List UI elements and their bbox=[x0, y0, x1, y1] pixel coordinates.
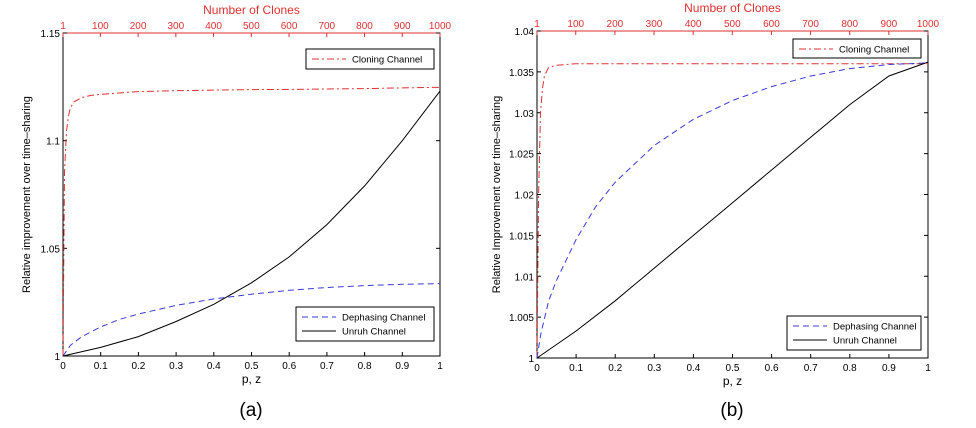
legend-label: Cloning Channel bbox=[352, 55, 422, 66]
series-line-cloning-channel bbox=[62, 86, 441, 357]
top-tick-label: 800 bbox=[356, 21, 373, 32]
top-tick-label: 400 bbox=[205, 21, 222, 32]
top-tick-label: 500 bbox=[243, 21, 260, 32]
top-tick-label: 1000 bbox=[429, 21, 452, 32]
x-tick-label: 1 bbox=[437, 361, 443, 372]
y-tick-label: 1.05 bbox=[41, 244, 61, 255]
top-axis-label: Number of Clones bbox=[203, 3, 300, 17]
x-tick-label: 0.9 bbox=[395, 361, 409, 372]
plot-area bbox=[536, 30, 929, 359]
x-tick-label: 0.5 bbox=[726, 363, 740, 374]
legend-box bbox=[792, 38, 922, 59]
series-line-dephasing-channel bbox=[536, 62, 929, 359]
y-axis-label: Relative improvement over time–sharing bbox=[21, 96, 33, 293]
plot-area bbox=[62, 32, 441, 357]
panel-label: (a) bbox=[239, 400, 262, 421]
legend-top-right: Cloning Channel bbox=[792, 38, 922, 59]
top-tick-label: 700 bbox=[802, 19, 819, 30]
top-tick-label: 200 bbox=[607, 19, 624, 30]
series-line-cloning-channel bbox=[536, 63, 928, 359]
legend-label: Unruh Channel bbox=[833, 336, 897, 347]
x-tick-label: 0.7 bbox=[320, 361, 334, 372]
top-tick-label: 1 bbox=[534, 19, 540, 30]
x-tick-label: 0.8 bbox=[843, 363, 857, 374]
legend-bottom-right: Dephasing Channel Unruh Channel bbox=[295, 306, 435, 342]
x-tick-label: 0.6 bbox=[765, 363, 779, 374]
legend-box bbox=[295, 306, 435, 342]
y-tick-label: 1 bbox=[528, 354, 534, 365]
x-tick-label: 0.4 bbox=[686, 363, 700, 374]
top-tick-label: 1000 bbox=[917, 19, 940, 30]
x-tick-label: 0.3 bbox=[169, 361, 183, 372]
legend-box bbox=[786, 315, 922, 351]
y-tick-label: 1.15 bbox=[41, 29, 61, 40]
top-tick-label: 600 bbox=[281, 21, 298, 32]
y-tick-label: 1 bbox=[54, 352, 60, 363]
series-line-unruh-channel bbox=[536, 61, 929, 359]
y-tick-label: 1.04 bbox=[515, 27, 535, 38]
legend-box bbox=[305, 48, 435, 70]
x-tick-label: 0.1 bbox=[94, 361, 108, 372]
x-tick-label: 0.7 bbox=[804, 363, 818, 374]
top-tick-label: 800 bbox=[841, 19, 858, 30]
y-tick-label: 1.025 bbox=[509, 150, 534, 161]
x-tick-label: 0.9 bbox=[882, 363, 896, 374]
chart-panel-a: 0 0.1 0.2 0.3 0.4 0.5 0.6 0.7 0.8 0.9 1 1 1.05 1.1 1.1… bbox=[21, 3, 452, 421]
y-tick-label: 1.01 bbox=[515, 272, 535, 283]
legend-label: Dephasing Channel bbox=[342, 313, 425, 324]
x-tick-label: 0.8 bbox=[358, 361, 372, 372]
legend-label: Cloning Channel bbox=[839, 45, 909, 56]
x-axis-label: p, z bbox=[723, 374, 742, 388]
top-tick-label: 300 bbox=[646, 19, 663, 30]
top-tick-label: 100 bbox=[92, 21, 109, 32]
top-tick-label: 700 bbox=[318, 21, 335, 32]
top-tick-label: 300 bbox=[167, 21, 184, 32]
y-tick-label: 1.015 bbox=[509, 231, 534, 242]
top-tick-label: 500 bbox=[724, 19, 741, 30]
top-axis-label: Number of Clones bbox=[684, 1, 781, 15]
top-tick-label: 900 bbox=[394, 21, 411, 32]
y-tick-label: 1.035 bbox=[509, 68, 534, 79]
top-tick-label: 600 bbox=[763, 19, 780, 30]
legend-label: Unruh Channel bbox=[342, 327, 406, 338]
x-tick-label: 0.5 bbox=[245, 361, 259, 372]
x-tick-label: 1 bbox=[925, 363, 931, 374]
y-axis-label: Relative Improvement over time–sharing bbox=[491, 96, 503, 293]
legend-bottom-right: Dephasing Channel Unruh Channel bbox=[786, 315, 922, 351]
series-line-dephasing-channel bbox=[62, 283, 441, 357]
y-tick-label: 1.02 bbox=[515, 191, 535, 202]
legend-top-right: Cloning Channel bbox=[305, 48, 435, 70]
top-tick-label: 400 bbox=[685, 19, 702, 30]
x-tick-label: 0.1 bbox=[569, 363, 583, 374]
legend-label: Dephasing Channel bbox=[833, 322, 916, 333]
y-tick-label: 1.005 bbox=[509, 313, 534, 324]
chart-panel-b: 0 0.1 0.2 0.3 0.4 0.5 0.6 0.7 0.8 0.9 1 1 1.005 1.01 1… bbox=[491, 1, 940, 421]
panel-label: (b) bbox=[720, 400, 743, 421]
y-tick-label: 1.1 bbox=[46, 137, 60, 148]
x-tick-label: 0 bbox=[534, 363, 540, 374]
y-tick-label: 1.03 bbox=[515, 109, 535, 120]
top-tick-label: 1 bbox=[60, 21, 66, 32]
top-tick-label: 200 bbox=[130, 21, 147, 32]
x-tick-label: 0.3 bbox=[647, 363, 661, 374]
x-tick-label: 0.6 bbox=[282, 361, 296, 372]
top-tick-label: 100 bbox=[567, 19, 584, 30]
x-tick-label: 0.4 bbox=[207, 361, 221, 372]
x-tick-label: 0.2 bbox=[131, 361, 145, 372]
x-tick-label: 0 bbox=[60, 361, 66, 372]
x-axis-label: p, z bbox=[242, 372, 261, 386]
series-line-unruh-channel bbox=[62, 90, 441, 357]
top-tick-label: 900 bbox=[881, 19, 898, 30]
x-tick-label: 0.2 bbox=[608, 363, 622, 374]
